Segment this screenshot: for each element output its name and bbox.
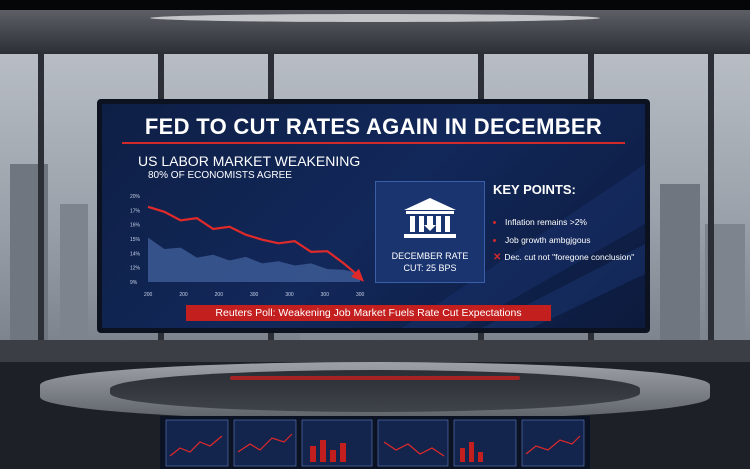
y-tick-label: 16%	[130, 223, 141, 229]
city-building	[60, 204, 88, 354]
x-tick-label: 300	[250, 292, 259, 298]
y-tick-label: 15%	[130, 237, 141, 243]
labor-market-chart: 20% 17% 16% 15% 14% 12% 9% 200 200 200 300 300 300 3…	[130, 194, 365, 298]
key-point-text: Inflation remains >2%	[505, 217, 587, 227]
key-point-item: Inflation remains >2%	[493, 217, 587, 227]
x-mark-icon: ✕	[493, 252, 502, 263]
video-wall-screen: FED TO CUT RATES AGAIN IN DECEMBER US LA…	[102, 104, 645, 328]
labor-area-series	[148, 237, 360, 282]
key-point-item: ✕ Dec. cut not "foregone conclusion"	[493, 252, 634, 263]
key-point-text: Job growth ambgjgous	[505, 235, 591, 245]
x-tick-label: 200	[179, 292, 188, 298]
window-sill	[0, 340, 750, 366]
line-series	[147, 205, 357, 275]
rate-cut-line2: CUT: 25 BPS	[403, 263, 457, 273]
y-tick-label: 17%	[130, 208, 141, 214]
top-bar	[0, 0, 750, 10]
monitor-bars	[310, 440, 483, 462]
y-tick-label: 20%	[130, 194, 141, 200]
key-points-title: KEY POINTS:	[493, 182, 576, 197]
bank-building-icon	[404, 198, 456, 238]
window-mullion	[38, 54, 44, 354]
y-axis-ticks: 20% 17% 16% 15% 14% 12% 9%	[130, 194, 141, 286]
arrow-head	[351, 268, 364, 282]
desk-monitors	[160, 416, 590, 469]
x-axis-ticks: 200 200 200 300 300 300 300	[144, 292, 365, 298]
x-tick-label: 300	[356, 292, 365, 298]
city-building	[660, 184, 700, 354]
y-tick-label: 12%	[130, 266, 141, 272]
y-tick-label: 14%	[130, 251, 141, 257]
rate-cut-line1: DECEMBER RATE	[391, 251, 469, 261]
y-tick-label: 9%	[130, 280, 138, 286]
chart-subtitle: 80% OF ECONOMISTS AGREE	[148, 170, 292, 181]
bullet-icon	[493, 239, 496, 243]
desk-reflection	[230, 376, 520, 380]
key-point-item: Job growth ambgjgous	[493, 235, 591, 245]
ceiling-light	[150, 14, 600, 22]
x-tick-label: 300	[285, 292, 294, 298]
headline: FED TO CUT RATES AGAIN IN DECEMBER	[144, 114, 603, 139]
news-ticker: Reuters Poll: Weakening Job Market Fuels…	[186, 305, 551, 321]
chart-title: US LABOR MARKET WEAKENING	[138, 153, 361, 169]
x-tick-label: 300	[321, 292, 330, 298]
bullet-icon	[493, 221, 496, 225]
window-mullion	[708, 54, 714, 354]
key-point-text: Dec. cut not "foregone conclusion"	[504, 252, 635, 262]
headline-divider	[122, 142, 625, 144]
x-tick-label: 200	[215, 292, 224, 298]
rate-cut-box: DECEMBER RATE CUT: 25 BPS	[375, 181, 485, 283]
x-tick-label: 200	[144, 292, 153, 298]
